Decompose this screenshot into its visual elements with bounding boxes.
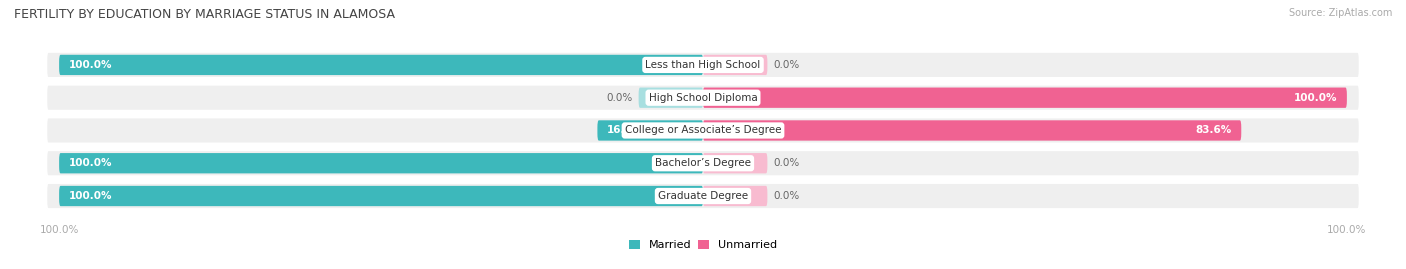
Text: 0.0%: 0.0% (606, 93, 633, 103)
FancyBboxPatch shape (46, 117, 1360, 144)
FancyBboxPatch shape (703, 186, 768, 206)
FancyBboxPatch shape (703, 87, 1347, 108)
FancyBboxPatch shape (46, 84, 1360, 111)
FancyBboxPatch shape (638, 87, 703, 108)
Text: High School Diploma: High School Diploma (648, 93, 758, 103)
Text: 100.0%: 100.0% (69, 158, 112, 168)
FancyBboxPatch shape (703, 120, 1241, 141)
Text: 16.4%: 16.4% (607, 125, 644, 136)
FancyBboxPatch shape (46, 150, 1360, 176)
FancyBboxPatch shape (598, 120, 703, 141)
FancyBboxPatch shape (59, 186, 703, 206)
Text: 0.0%: 0.0% (773, 60, 800, 70)
Text: FERTILITY BY EDUCATION BY MARRIAGE STATUS IN ALAMOSA: FERTILITY BY EDUCATION BY MARRIAGE STATU… (14, 8, 395, 21)
FancyBboxPatch shape (703, 153, 768, 174)
Text: Less than High School: Less than High School (645, 60, 761, 70)
Text: Graduate Degree: Graduate Degree (658, 191, 748, 201)
FancyBboxPatch shape (46, 183, 1360, 209)
Text: 0.0%: 0.0% (773, 191, 800, 201)
FancyBboxPatch shape (59, 153, 703, 174)
Text: Bachelor’s Degree: Bachelor’s Degree (655, 158, 751, 168)
FancyBboxPatch shape (46, 52, 1360, 78)
FancyBboxPatch shape (703, 55, 768, 75)
Text: 100.0%: 100.0% (69, 191, 112, 201)
Legend: Married, Unmarried: Married, Unmarried (624, 235, 782, 255)
Text: Source: ZipAtlas.com: Source: ZipAtlas.com (1288, 8, 1392, 18)
FancyBboxPatch shape (59, 55, 703, 75)
Text: 100.0%: 100.0% (1294, 93, 1337, 103)
Text: 83.6%: 83.6% (1195, 125, 1232, 136)
Text: 0.0%: 0.0% (773, 158, 800, 168)
Text: College or Associate’s Degree: College or Associate’s Degree (624, 125, 782, 136)
Text: 100.0%: 100.0% (69, 60, 112, 70)
